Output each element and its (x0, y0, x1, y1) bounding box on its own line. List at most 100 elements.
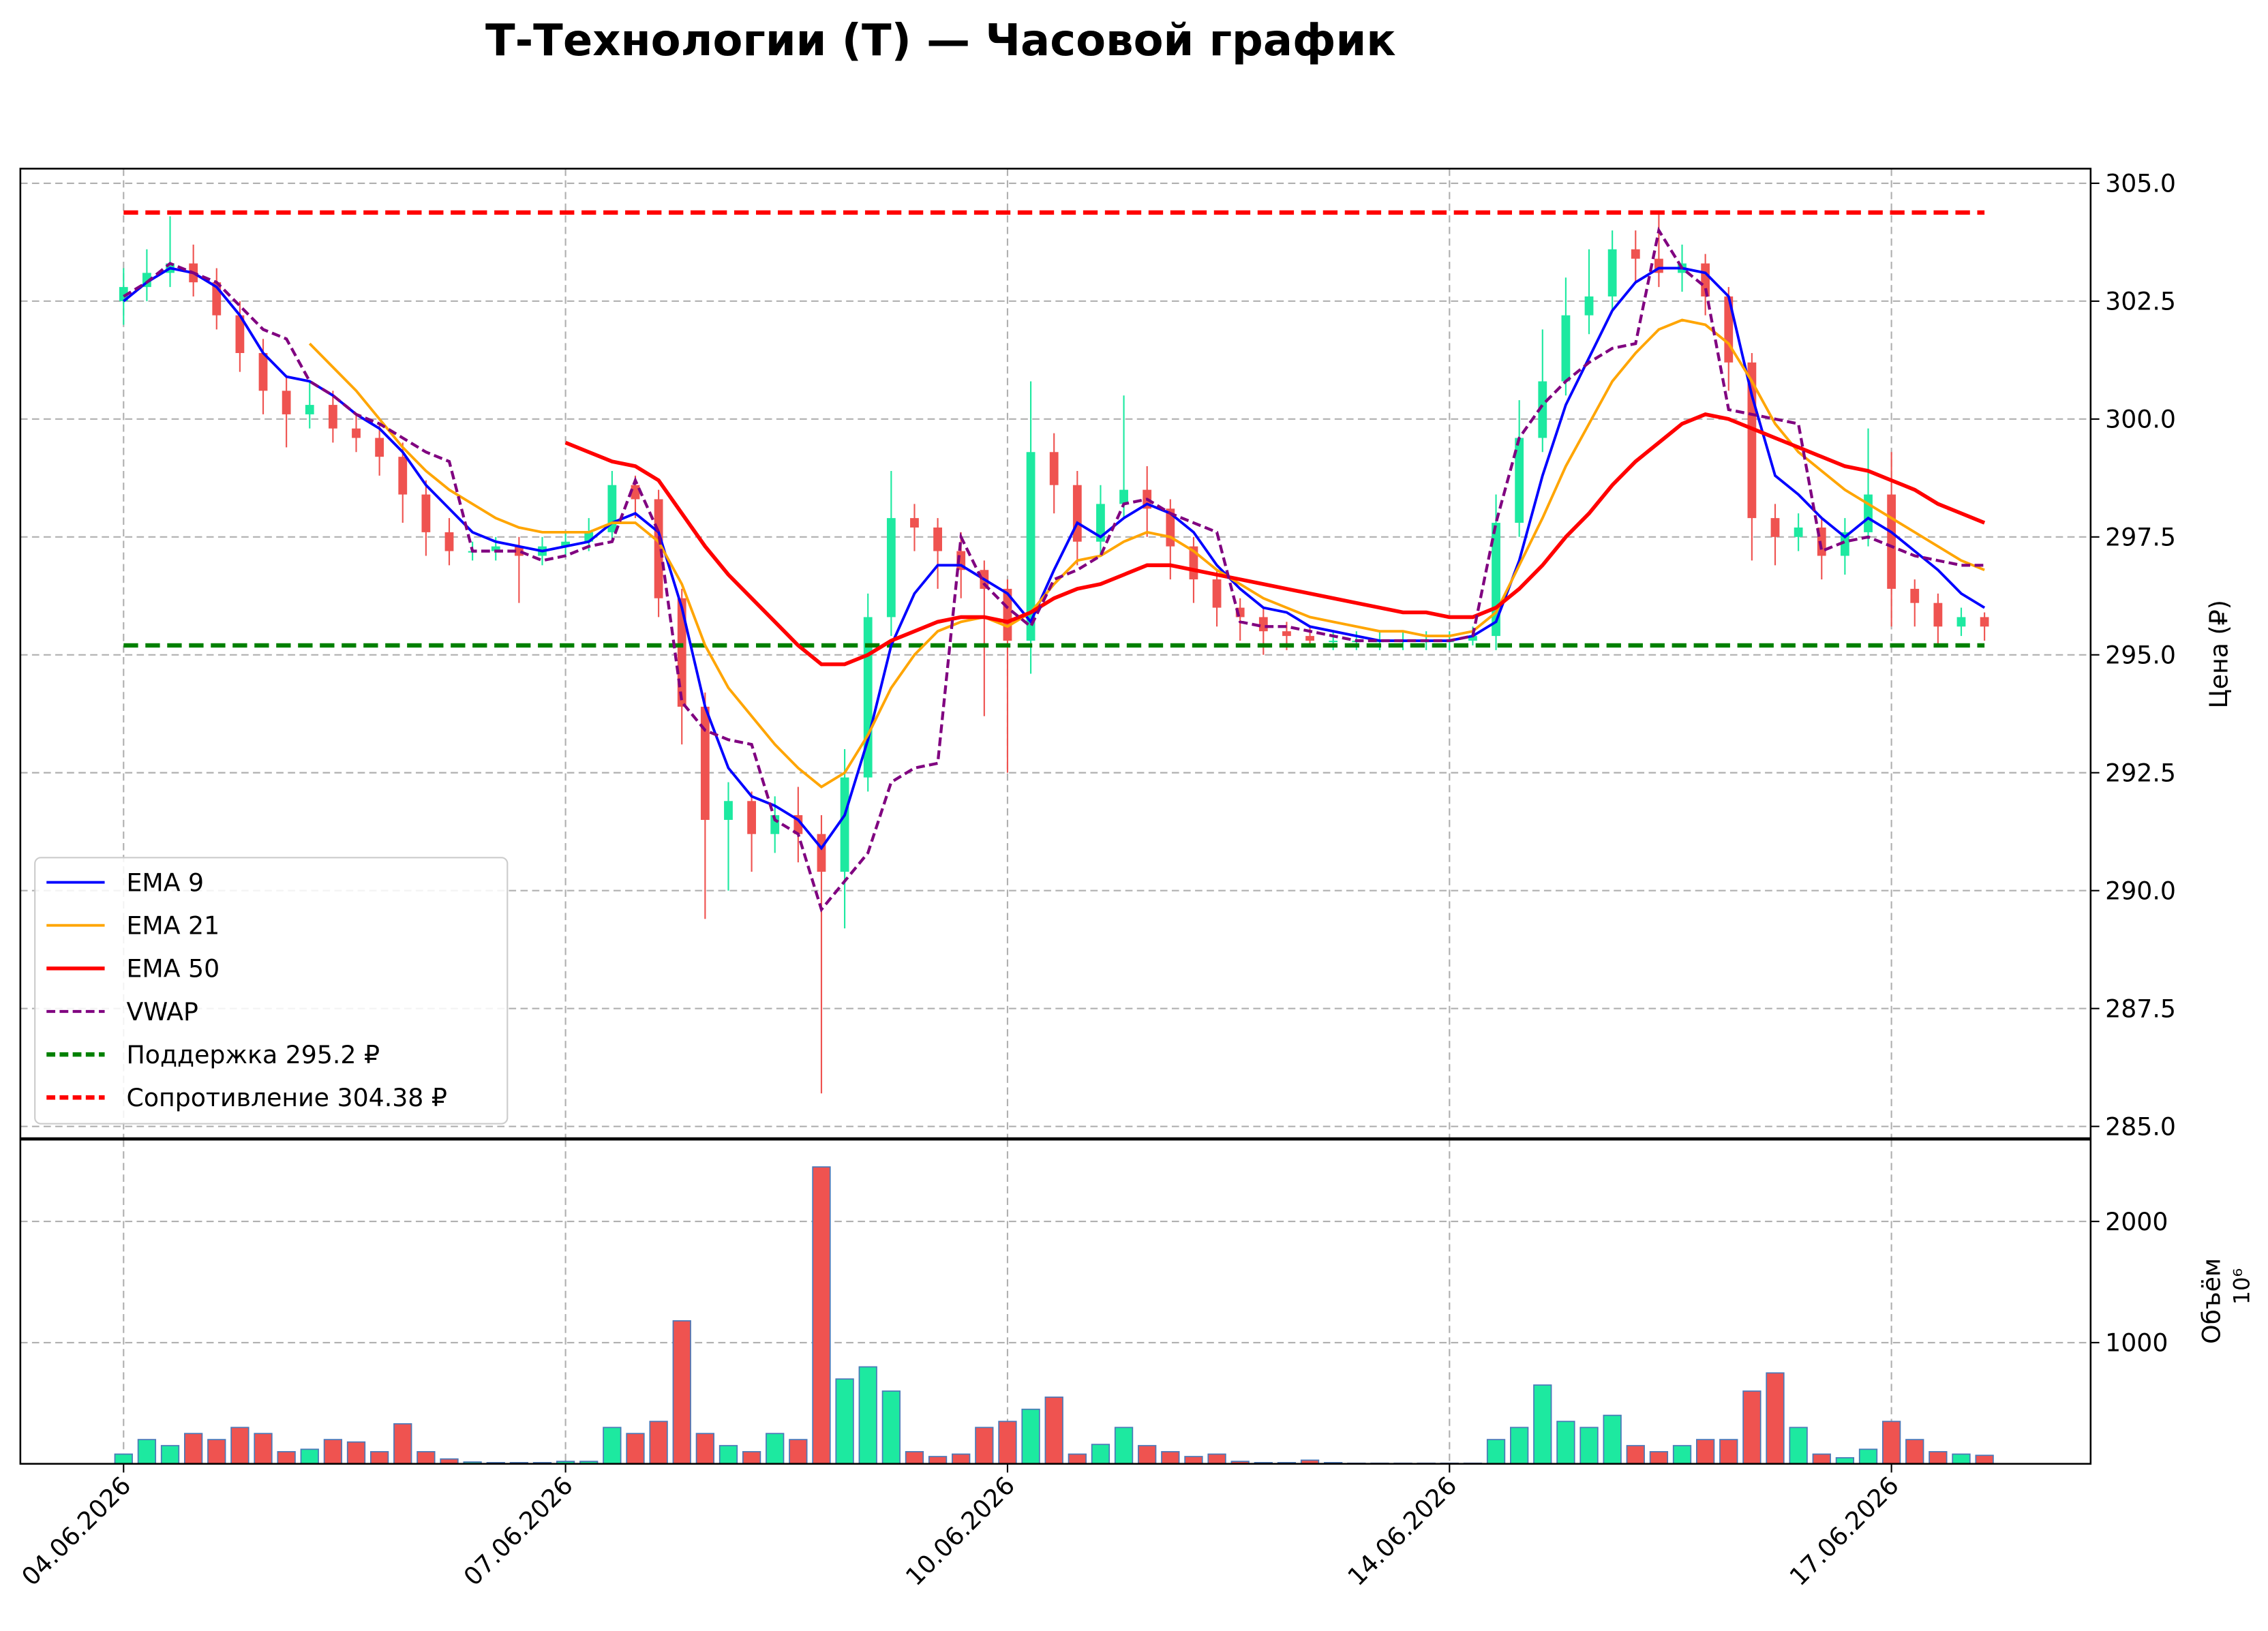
volume-bar (766, 1433, 785, 1465)
volume-bar (369, 1451, 389, 1465)
volume-bar (1812, 1453, 1831, 1465)
volume-bar (1719, 1439, 1738, 1465)
candle-body (491, 546, 500, 551)
volume-bar (1695, 1439, 1715, 1465)
volume-bar (417, 1451, 436, 1465)
indicator-line (123, 226, 1985, 913)
volume-bar (835, 1378, 854, 1465)
candle-body (1329, 641, 1338, 643)
candle-body (1933, 603, 1943, 627)
volume-axis-label: Объём (2197, 1258, 2226, 1344)
y-tick-label: 295.0 (2105, 641, 2176, 670)
volume-bar (1138, 1445, 1157, 1465)
volume-bar (975, 1427, 994, 1465)
volume-bar (603, 1427, 622, 1465)
candle-body (1119, 489, 1128, 504)
candle-body (1049, 452, 1059, 485)
legend-label: VWAP (127, 997, 198, 1026)
volume-bar (1486, 1439, 1506, 1465)
volume-bar (160, 1445, 180, 1465)
y-tick-label: 300.0 (2105, 405, 2176, 434)
volume-bar (1161, 1451, 1180, 1465)
candle-body (1258, 617, 1268, 632)
volume-bar (626, 1433, 645, 1465)
volume-bar (137, 1439, 157, 1465)
candle-body (700, 706, 710, 820)
y-tick-label: 285.0 (2105, 1112, 2176, 1141)
volume-bar (789, 1439, 808, 1465)
price-panel: 285.0 287.5 290.0 292.5 295.0 297.5 300.0 302.5… (20, 168, 2176, 1141)
candle-body (724, 801, 733, 820)
candle-body (1887, 494, 1896, 589)
volume-bar (1975, 1454, 1994, 1465)
volume-bar (1533, 1384, 1552, 1465)
candle-body (886, 518, 896, 618)
volume-bar (881, 1390, 901, 1465)
y-tick-label: 287.5 (2105, 994, 2176, 1023)
candle-body (1607, 249, 1617, 296)
candle-body (1910, 588, 1920, 603)
volume-bar (1114, 1427, 1134, 1465)
volume-bar (1672, 1445, 1692, 1465)
candle-body (840, 777, 849, 872)
price-frame (19, 168, 2092, 1140)
volume-bar (1835, 1457, 1855, 1465)
candle-body (933, 527, 942, 551)
candle-body (1515, 438, 1524, 523)
volume-bar (1789, 1427, 1808, 1465)
volume-bar (230, 1427, 250, 1465)
volume-bar (1207, 1453, 1226, 1465)
candle-body (258, 352, 268, 391)
indicator-line (123, 266, 1986, 851)
legend-label: EMA 50 (127, 954, 220, 984)
candle-body (817, 834, 826, 872)
y-tick-label: 2000 (2105, 1207, 2168, 1236)
y-axis-label: Цена (₽) (2204, 600, 2233, 708)
indicator-line (308, 318, 1985, 789)
volume-bar (1952, 1453, 1971, 1465)
candle-body (1096, 504, 1105, 542)
volume-bar (183, 1433, 203, 1465)
volume-bar (277, 1451, 296, 1465)
candle-body (398, 457, 408, 495)
candle-body (1956, 617, 1966, 627)
legend-label: EMA 9 (127, 868, 205, 897)
volume-bar (905, 1451, 924, 1465)
volume-bar (1881, 1420, 1901, 1465)
candle-body (1770, 518, 1780, 537)
candle-body (747, 801, 756, 834)
volume-bar (672, 1320, 691, 1465)
volume-bar (114, 1453, 133, 1465)
volume-bar (1905, 1439, 1924, 1465)
y-tick-label: 302.5 (2105, 287, 2176, 316)
volume-bar (1579, 1427, 1599, 1465)
candle-body (1840, 532, 1849, 556)
candle-body (1282, 631, 1291, 637)
candle-body (1212, 579, 1222, 608)
volume-bar (1510, 1427, 1529, 1465)
volume-bar (346, 1441, 366, 1465)
volume-bar (300, 1448, 319, 1465)
volume-bar (207, 1439, 226, 1465)
volume-bar (812, 1166, 831, 1465)
volume-bar (858, 1366, 877, 1465)
volume-bar (1929, 1451, 1948, 1465)
candle-body (1003, 588, 1012, 641)
candle-body (1794, 527, 1803, 537)
volume-bar (1068, 1453, 1087, 1465)
indicator-line (564, 412, 1986, 667)
candle-body (910, 518, 919, 528)
volume-bar (1742, 1390, 1762, 1465)
volume-bar (719, 1445, 738, 1465)
legend-label: Поддержка 295.2 ₽ (127, 1040, 380, 1069)
y-tick-label: 297.5 (2105, 523, 2176, 552)
volume-bar (1091, 1444, 1110, 1465)
y-tick-label: 305.0 (2105, 169, 2176, 198)
candle-body (1980, 617, 1989, 627)
candle-body (607, 485, 617, 532)
y-tick-label: 292.5 (2105, 759, 2176, 788)
candle-body (119, 287, 128, 301)
volume-bar (1184, 1456, 1203, 1465)
